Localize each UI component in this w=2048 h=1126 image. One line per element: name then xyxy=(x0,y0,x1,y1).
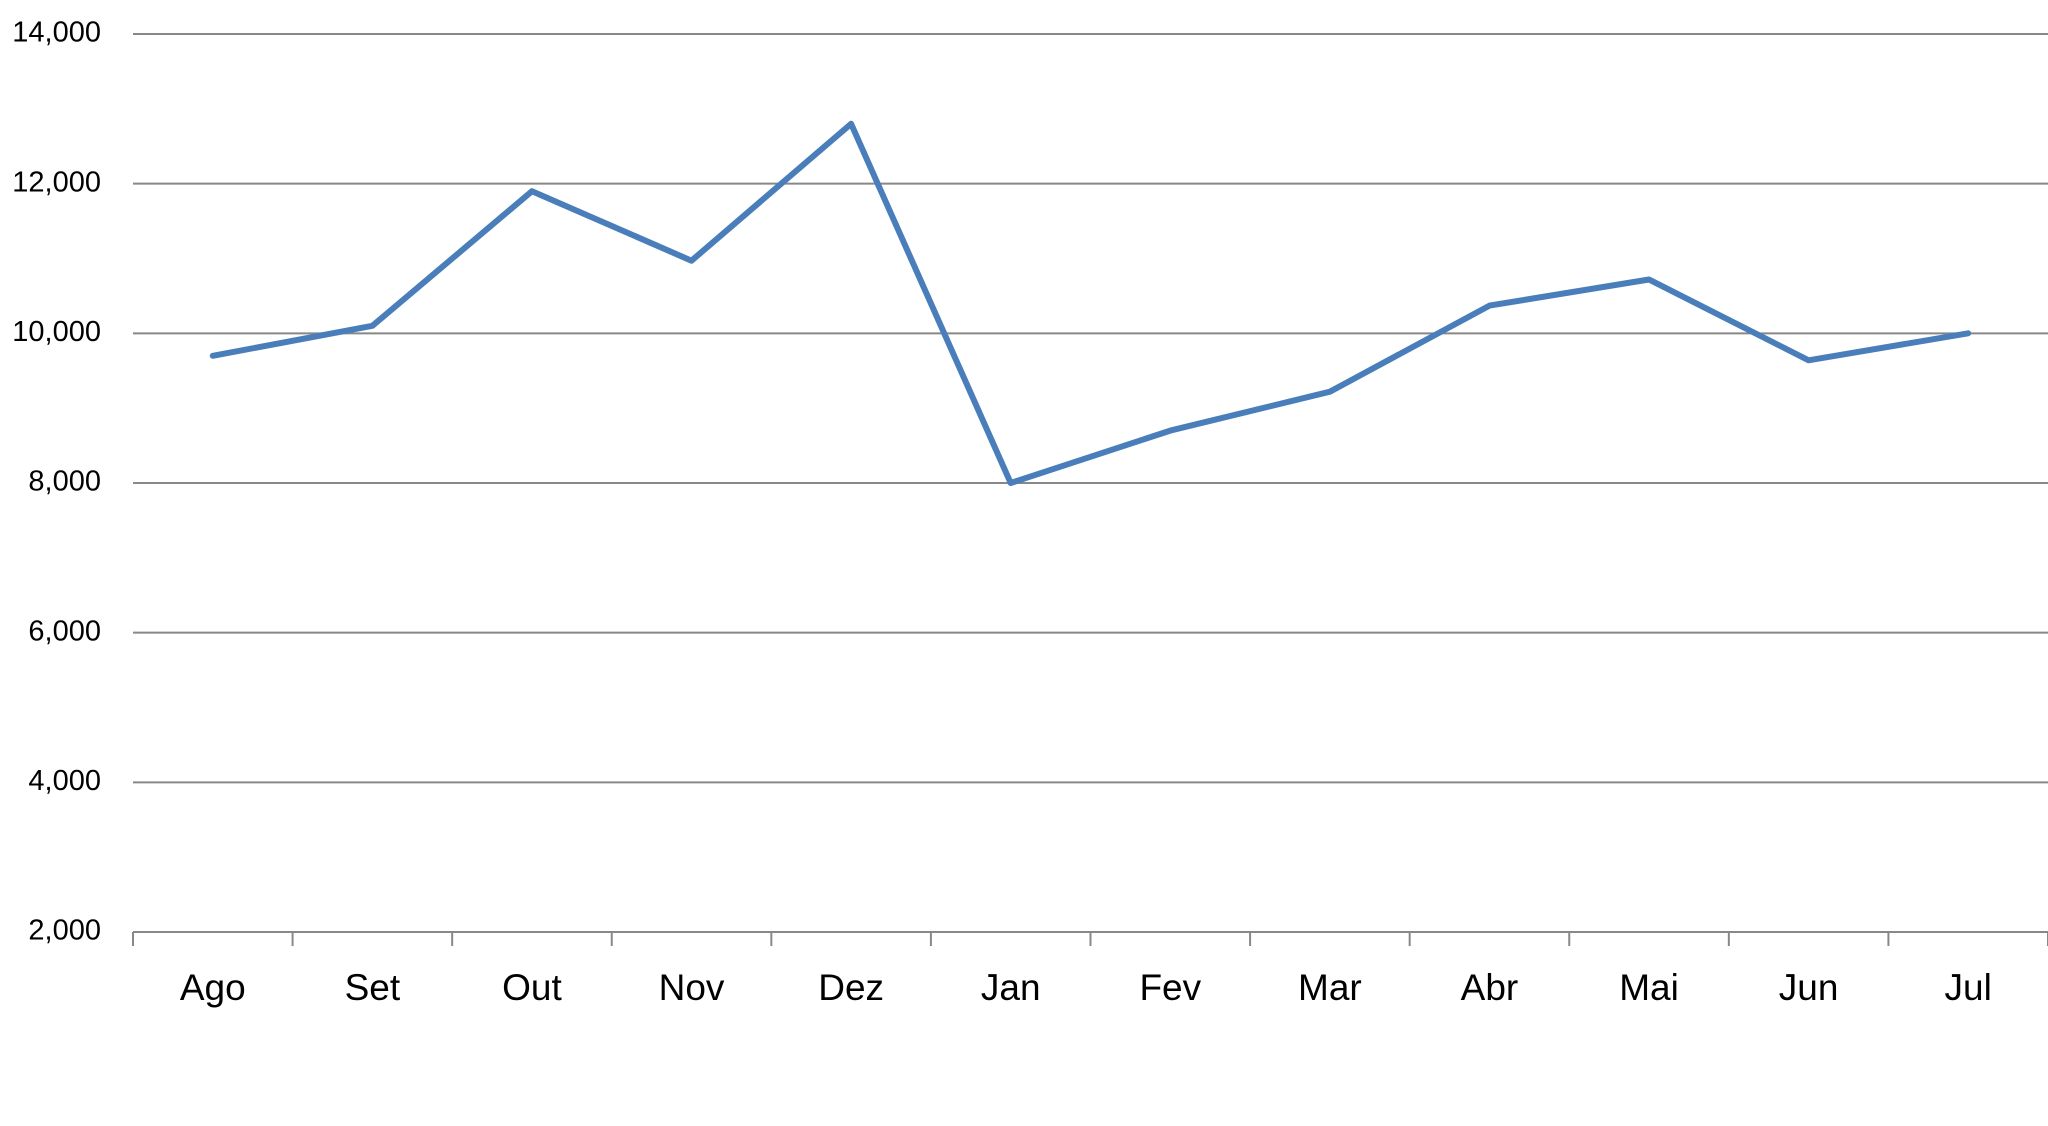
x-tick-label: Set xyxy=(345,967,401,1008)
line-series xyxy=(209,120,1972,486)
x-tick-label: Jan xyxy=(981,967,1041,1008)
y-tick-label: 6,000 xyxy=(28,615,101,647)
y-tick-label: 2,000 xyxy=(28,915,101,947)
x-tick-label: Ago xyxy=(180,967,246,1008)
x-tick-label: Abr xyxy=(1461,967,1519,1008)
x-tick-label: Mai xyxy=(1619,967,1679,1008)
x-tick-label: Dez xyxy=(818,967,884,1008)
y-tick-label: 4,000 xyxy=(28,765,101,797)
y-tick-label: 12,000 xyxy=(12,166,101,198)
x-tick-label: Out xyxy=(502,967,562,1008)
x-tick-label: Mar xyxy=(1298,967,1362,1008)
y-tick-label: 14,000 xyxy=(12,17,101,49)
y-tick-label: 8,000 xyxy=(28,466,101,498)
x-tick-label: Nov xyxy=(659,967,725,1008)
x-tick-label: Jun xyxy=(1779,967,1839,1008)
x-tick-label: Jul xyxy=(1945,967,1992,1008)
y-tick-label: 10,000 xyxy=(12,316,101,348)
x-tick-label: Fev xyxy=(1139,967,1201,1008)
